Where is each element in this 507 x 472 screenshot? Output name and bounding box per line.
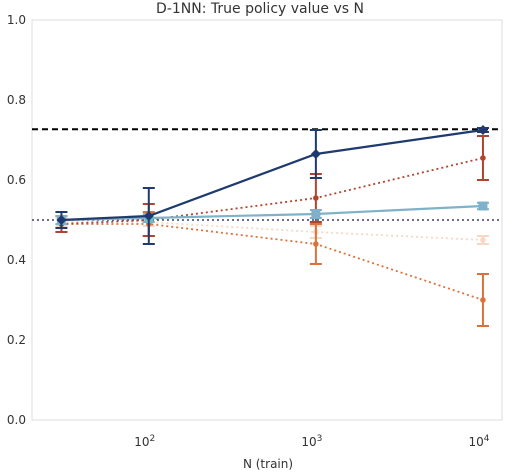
series-1-point-3	[310, 149, 321, 159]
y-tick-label-2: 0.2	[7, 333, 26, 347]
y-tick-label-6: 1.0	[7, 13, 26, 27]
y-tick-label-3: 0.4	[7, 253, 26, 267]
y-tick-label-4: 0.6	[7, 173, 26, 187]
x-axis-label: N (train)	[243, 457, 293, 471]
x-tick-label-1: 102	[134, 434, 155, 449]
chart-title: D-1NN: True policy value vs N	[156, 1, 364, 17]
x-axis-ticks: 102 103 104	[134, 434, 489, 449]
series-4-line	[61, 223, 484, 301]
series-2-point-3	[311, 209, 321, 219]
series-1-point-2	[143, 211, 154, 221]
x-tick-label-3: 104	[468, 434, 489, 449]
series-4-point-4	[480, 297, 486, 303]
series-4-point-3	[313, 241, 319, 247]
series-5-point-4	[480, 237, 486, 243]
x-tick-label-2: 103	[301, 434, 322, 449]
series-1-point-1	[56, 215, 67, 225]
series-1-line	[61, 128, 484, 222]
series-2-point-4	[478, 201, 488, 211]
y-tick-label-5: 0.8	[7, 93, 26, 107]
series-3-point-3	[313, 195, 319, 201]
plot-area	[31, 19, 503, 421]
series-1-point-4	[477, 125, 488, 135]
series-5-line	[61, 221, 484, 241]
series-1	[55, 125, 489, 245]
series-3-point-4	[480, 155, 486, 161]
series-3-line	[61, 157, 484, 225]
y-axis-ticks: 0.0 0.2 0.4 0.6 0.8 1.0	[7, 13, 26, 427]
y-tick-label-1: 0.0	[7, 413, 26, 427]
